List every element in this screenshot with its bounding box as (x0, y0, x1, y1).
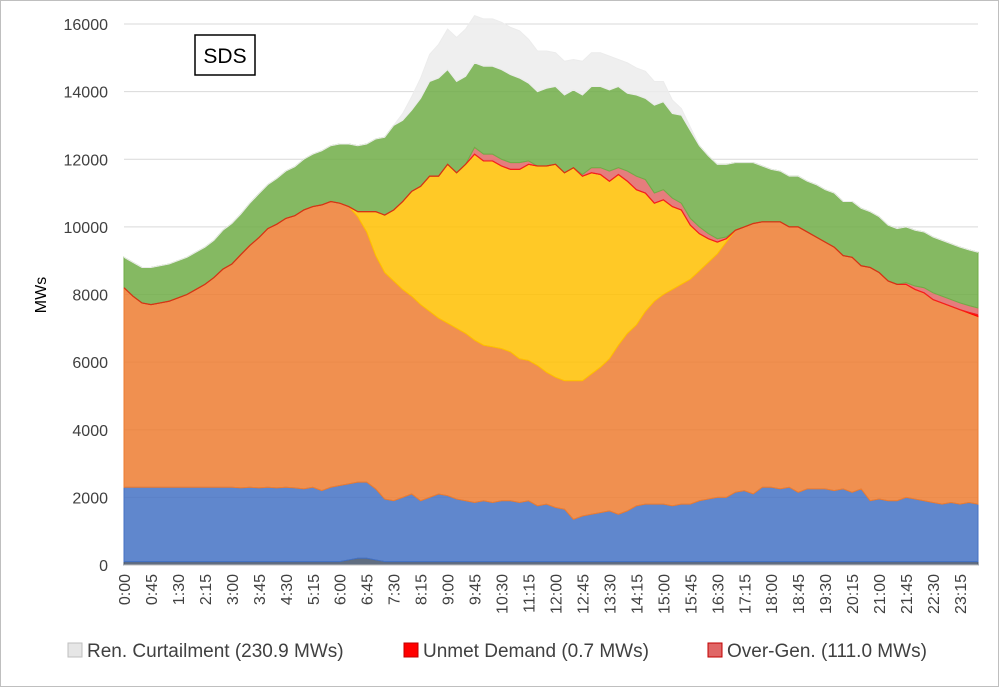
y-tick-label: 14000 (64, 85, 109, 102)
y-axis-title: MWs (33, 277, 50, 313)
x-tick-label: 21:45 (899, 574, 916, 614)
x-tick-label: 10:30 (495, 574, 512, 614)
x-tick-label: 2:15 (198, 574, 215, 605)
y-axis: 0 2000 4000 6000 8000 10000 12000 14000 16000 (64, 17, 109, 575)
x-tick-label: 16:30 (710, 574, 727, 614)
series-area-7 (123, 14, 979, 268)
x-tick-label: 0:45 (144, 574, 161, 605)
legend: Ren. Curtailment (230.9 MWs) Unmet Demand… (67, 641, 927, 662)
legend-swatch (707, 642, 723, 658)
y-tick-label: 4000 (72, 423, 108, 440)
y-tick-label: 8000 (72, 288, 108, 305)
x-tick-label: 9:00 (441, 574, 458, 605)
legend-swatch (67, 642, 83, 658)
x-tick-label: 19:30 (818, 574, 835, 614)
x-tick-label: 21:00 (872, 574, 889, 614)
x-tick-label: 5:15 (306, 574, 323, 605)
legend-swatch (403, 642, 419, 658)
x-tick-label: 20:15 (845, 574, 862, 614)
x-tick-label: 17:15 (737, 574, 754, 614)
sds-badge: SDS (194, 34, 256, 76)
x-tick-label: 3:45 (252, 574, 269, 605)
legend-label: Over-Gen. (111.0 MWs) (727, 641, 927, 662)
x-tick-label: 18:45 (791, 574, 808, 614)
series-areas (123, 14, 979, 566)
x-tick-label: 22:30 (926, 574, 943, 614)
legend-label: Ren. Curtailment (230.9 MWs) (87, 641, 344, 662)
unmet-demand-line (123, 153, 979, 316)
x-tick-label: 23:15 (953, 574, 970, 614)
x-tick-label: 13:30 (602, 574, 619, 614)
x-tick-label: 12:45 (576, 574, 593, 614)
x-tick-label: 11:15 (522, 574, 539, 613)
y-tick-label: 6000 (72, 355, 108, 372)
x-tick-label: 15:00 (656, 574, 673, 614)
x-tick-label: 8:15 (414, 574, 431, 605)
x-tick-label: 15:45 (683, 574, 700, 614)
legend-label: Unmet Demand (0.7 MWs) (423, 641, 649, 662)
x-tick-label: 3:00 (225, 574, 242, 605)
y-tick-label: 10000 (64, 220, 109, 237)
x-tick-label: 7:30 (387, 574, 404, 605)
y-tick-label: 16000 (64, 17, 109, 34)
x-tick-label: 14:15 (629, 574, 646, 614)
x-tick-label: 0:00 (117, 574, 134, 605)
x-tick-label: 6:00 (333, 574, 350, 605)
x-tick-label: 4:30 (279, 574, 296, 605)
x-axis: 0:00 0:45 1:30 2:15 3:00 3:45 4:30 5:15 6:00 6:45… (117, 564, 978, 614)
y-tick-label: 0 (99, 558, 108, 575)
x-tick-label: 12:00 (549, 574, 566, 614)
x-tick-label: 1:30 (171, 574, 188, 605)
x-tick-label: 9:45 (468, 574, 485, 605)
y-tick-label: 12000 (64, 152, 109, 169)
sds-badge-label: SDS (203, 45, 246, 68)
x-tick-label: 6:45 (360, 574, 377, 605)
x-tick-label: 18:00 (764, 574, 781, 614)
y-tick-label: 2000 (72, 490, 108, 507)
